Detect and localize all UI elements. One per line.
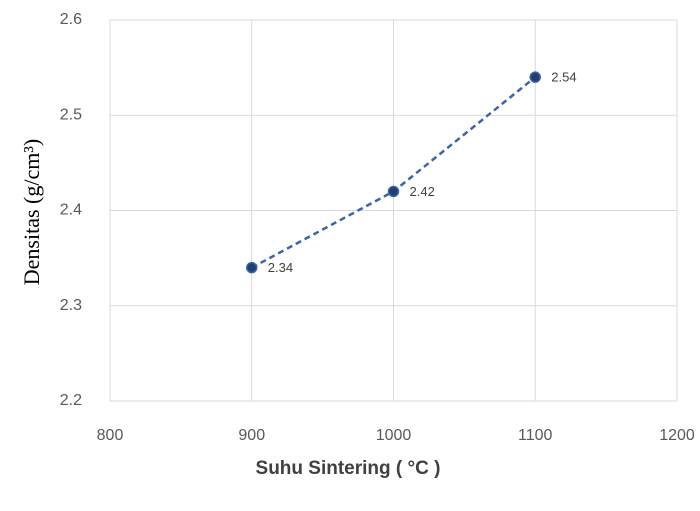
x-axis-label: Suhu Sintering ( °C ) bbox=[256, 458, 441, 479]
data-label: 2.54 bbox=[551, 70, 576, 85]
y-tick-label: 2.6 bbox=[60, 11, 82, 28]
y-axis-label: Densitas (g/cm³) bbox=[19, 139, 44, 286]
x-tick-label: 1100 bbox=[518, 427, 553, 444]
x-tick-label: 800 bbox=[97, 427, 124, 444]
x-tick-label: 900 bbox=[238, 427, 265, 444]
data-point bbox=[529, 71, 541, 83]
y-tick-label: 2.2 bbox=[60, 392, 82, 409]
data-point bbox=[387, 185, 400, 198]
data-label: 2.34 bbox=[268, 260, 293, 275]
y-tick-label: 2.5 bbox=[60, 106, 82, 123]
y-tick-label: 2.3 bbox=[60, 297, 82, 314]
data-label: 2.42 bbox=[410, 184, 435, 199]
x-tick-label: 1000 bbox=[376, 427, 412, 444]
x-tick-label: 1200 bbox=[659, 427, 695, 444]
data-point bbox=[246, 261, 258, 274]
y-tick-label: 2.4 bbox=[60, 202, 82, 219]
